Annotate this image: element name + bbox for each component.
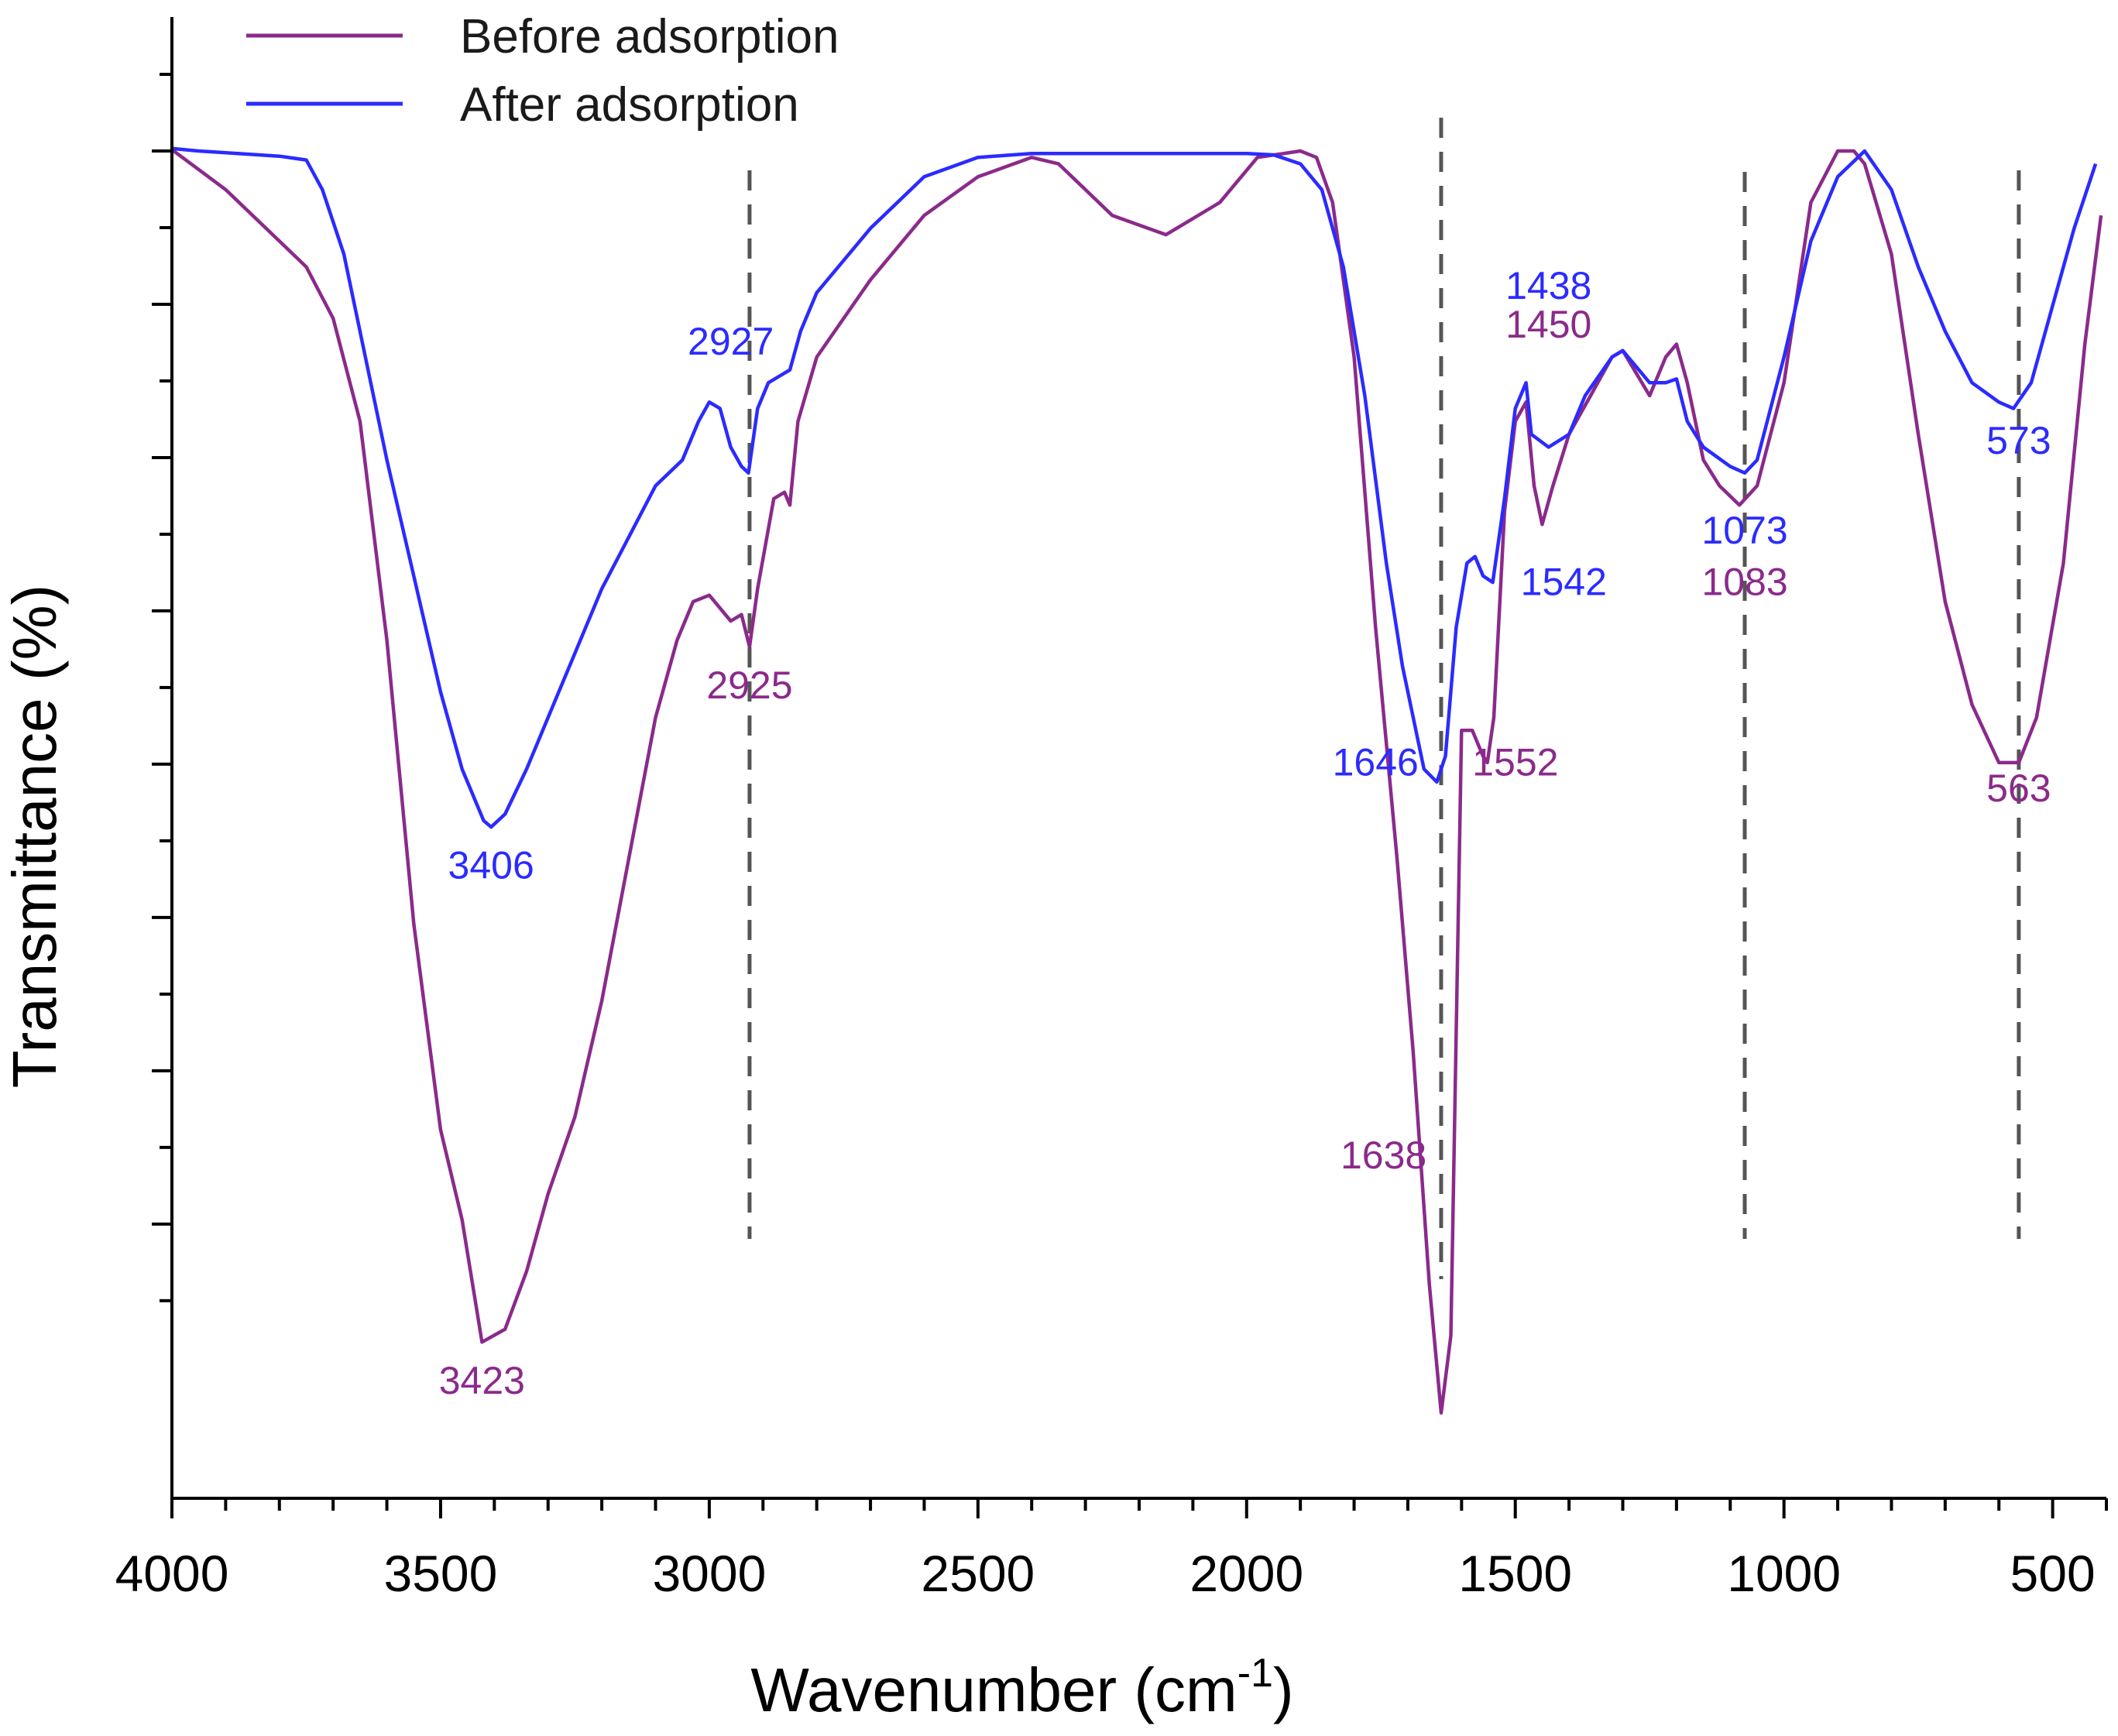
- peak-label-3423: 3423: [439, 1359, 525, 1402]
- x-tick-label-4000: 4000: [115, 1545, 229, 1602]
- peak-label-1450: 1450: [1505, 303, 1591, 346]
- legend-label-before: Before adsorption: [460, 10, 839, 63]
- series-layer: [170, 146, 2103, 1415]
- x-axis-title-superscript: -1: [1238, 1651, 1273, 1696]
- series-line-before: [170, 148, 2103, 1415]
- axes: 4000 3500 3000 2500 2000 1500 1000 500: [115, 17, 2108, 1602]
- x-tick-label-1000: 1000: [1727, 1545, 1841, 1602]
- x-tick-label-3500: 3500: [384, 1545, 498, 1602]
- y-axis-title: Transmittance (%): [0, 585, 69, 1089]
- peak-label-2927: 2927: [688, 320, 774, 363]
- x-tick-label-500: 500: [2010, 1545, 2096, 1602]
- peak-label-2925: 2925: [706, 664, 792, 707]
- legend-label-after: After adsorption: [460, 78, 799, 132]
- peak-label-1646: 1646: [1333, 741, 1419, 784]
- x-axis-title-main: Wavenumber (cm: [750, 1655, 1237, 1724]
- peak-label-1552: 1552: [1472, 741, 1558, 784]
- x-tick-label-2500: 2500: [921, 1545, 1035, 1602]
- legend: Before adsorption After adsorption: [246, 10, 839, 132]
- x-tick-label-2000: 2000: [1189, 1545, 1303, 1602]
- peak-label-1542: 1542: [1521, 561, 1607, 604]
- peak-label-1638: 1638: [1340, 1134, 1426, 1177]
- peak-label-563: 563: [1986, 767, 2051, 810]
- peak-label-573: 573: [1986, 419, 2051, 462]
- x-axis-title: Wavenumber (cm-1): [750, 1651, 1293, 1724]
- x-axis-title-close: ): [1273, 1655, 1294, 1724]
- series-line-after: [171, 146, 2098, 829]
- peak-annotations: 3406 3423 2927 2925 1646 1638 1552 1542 14381450…: [439, 264, 2051, 1402]
- x-tick-label-3000: 3000: [652, 1545, 766, 1602]
- x-tick-label-1500: 1500: [1458, 1545, 1572, 1602]
- peak-label-1083: 1083: [1701, 561, 1787, 604]
- peak-label-1073: 1073: [1701, 509, 1787, 552]
- peak-label-3406: 3406: [448, 844, 534, 887]
- peak-label-1438: 1438: [1505, 264, 1591, 307]
- reference-lines: [747, 118, 2021, 1279]
